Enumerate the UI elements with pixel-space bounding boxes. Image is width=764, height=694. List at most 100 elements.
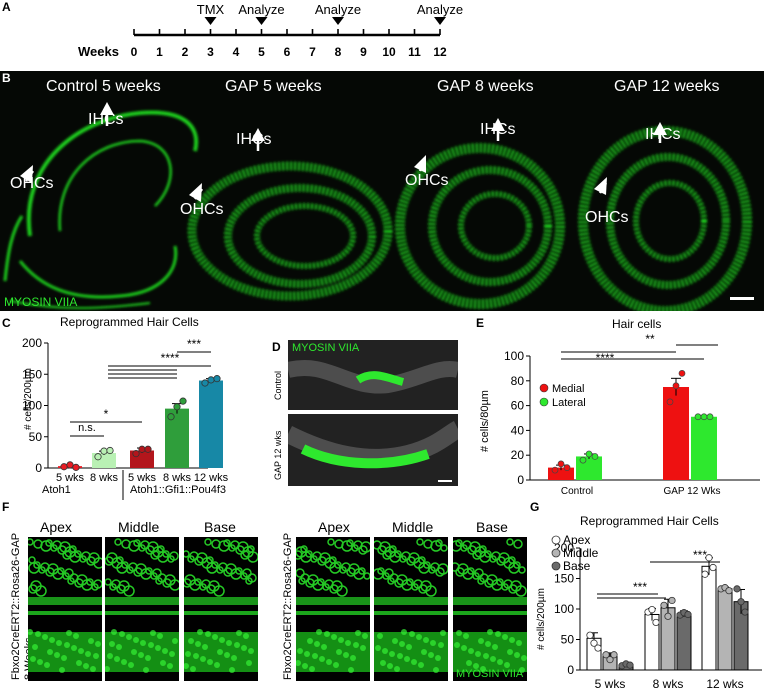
title-gap-8w: GAP 8 weeks xyxy=(437,78,534,95)
data-point xyxy=(701,570,709,578)
y-tick-label: 20 xyxy=(511,448,525,462)
timeline-tick-label: 2 xyxy=(182,45,189,59)
legend-marker xyxy=(551,548,561,558)
data-point xyxy=(132,450,140,458)
col-apex-8w: Apex xyxy=(40,519,72,535)
x-tick-label: 5 wks xyxy=(128,472,157,484)
weeks-label: Weeks xyxy=(78,44,119,59)
timeline-tick-label: 12 xyxy=(433,45,447,59)
timeline-events: TMX Analyze Analyze Analyze xyxy=(197,2,463,25)
data-point xyxy=(725,587,733,595)
data-point xyxy=(591,453,599,460)
data-point xyxy=(626,661,634,669)
y-tick-label: 0 xyxy=(35,461,42,475)
data-point xyxy=(586,631,594,639)
x-tick-label: 12 wks xyxy=(706,677,743,691)
ihc-label-3: IHCs xyxy=(480,121,516,138)
legend-label: Apex xyxy=(563,533,590,547)
data-point xyxy=(167,413,175,421)
cochlea-micrograph: Control 5 weeks GAP 5 weeks GAP 8 weeks … xyxy=(0,71,764,311)
cochlear-tile xyxy=(105,537,179,681)
data-point xyxy=(666,398,674,406)
row-label-gap12: GAP 12 wks xyxy=(273,430,283,480)
bar xyxy=(701,565,717,671)
y-tick-label: 200 xyxy=(22,336,42,350)
cochlear-tile xyxy=(28,537,102,681)
chart-e-title: Hair cells xyxy=(612,317,662,331)
ihc-label-4: IHCs xyxy=(645,126,681,143)
chart-c-group-2: Atoh1::Gfi1::Pou4f3 xyxy=(130,484,227,496)
bar xyxy=(199,380,223,468)
section-control: MYOSIN VIIA xyxy=(288,340,458,410)
event-arrow xyxy=(255,17,268,25)
panel-label-a: A xyxy=(2,0,11,14)
sig-label: *** xyxy=(633,580,647,594)
x-tick-label: 12 wks xyxy=(194,472,229,484)
row-label-control: Control xyxy=(273,370,283,400)
x-tick-label: 8 wks xyxy=(163,472,192,484)
x-tick-label: 5 wks xyxy=(595,677,626,691)
panel-label-g: G xyxy=(530,500,540,514)
data-point xyxy=(694,413,702,421)
scale-bar xyxy=(730,297,754,300)
y-tick-label: 0 xyxy=(567,663,574,677)
data-point xyxy=(672,382,680,390)
bar xyxy=(676,613,692,671)
ohc-label-3: OHCs xyxy=(405,172,449,189)
legend-marker xyxy=(551,561,561,571)
data-point xyxy=(706,413,714,421)
chart-e: 0 20 40 60 80 100 Control GAP 12 Wks Medial Later… xyxy=(504,332,760,497)
chart-c-group-1: Atoh1 xyxy=(42,484,71,496)
data-point xyxy=(700,413,708,421)
sig-label: *** xyxy=(187,337,201,351)
timeline-tick-label: 0 xyxy=(131,45,138,59)
data-point xyxy=(213,375,221,383)
data-point xyxy=(72,463,80,471)
legend-label: Medial xyxy=(552,383,584,395)
legend-label: Middle xyxy=(563,546,599,560)
y-tick-label: 100 xyxy=(554,602,574,616)
y-tick-label: 150 xyxy=(554,572,574,586)
timeline: 0 1 2 3 4 5 6 7 8 9 10 11 12 TMX Analyze Analyze Analyz… xyxy=(131,2,463,59)
data-point xyxy=(705,554,713,562)
cochlear-tile xyxy=(374,537,448,681)
panel-label-c: C xyxy=(2,316,11,330)
data-point xyxy=(737,598,745,606)
event-label: Analyze xyxy=(315,2,361,17)
y-tick-label: 100 xyxy=(504,349,524,363)
data-point xyxy=(660,601,668,609)
event-label: Analyze xyxy=(238,2,284,17)
data-point xyxy=(144,445,152,453)
data-point xyxy=(590,639,598,647)
bar xyxy=(717,588,733,671)
col-base-12w: Base xyxy=(476,519,508,535)
y-tick-label: 50 xyxy=(561,633,575,647)
data-point xyxy=(648,606,656,614)
data-point xyxy=(678,370,686,377)
x-tick-label: GAP 12 Wks xyxy=(663,486,720,497)
y-tick-label: 150 xyxy=(22,367,42,381)
data-point xyxy=(563,464,571,471)
data-point xyxy=(106,446,114,455)
panel-label-b: B xyxy=(2,71,11,85)
y-tick-label: 40 xyxy=(511,423,525,437)
data-point xyxy=(579,456,587,464)
section-gap12 xyxy=(288,414,458,486)
data-point xyxy=(606,656,614,664)
bar xyxy=(691,416,717,480)
event-arrow xyxy=(434,17,446,25)
timeline-tick-label: 4 xyxy=(233,45,240,59)
legend-label: Lateral xyxy=(552,397,586,409)
ihc-label-2: IHCs xyxy=(236,131,272,148)
legend-marker xyxy=(551,535,561,545)
data-point xyxy=(94,453,102,461)
timeline-tick-label: 11 xyxy=(408,45,421,59)
x-tick-label: Control xyxy=(561,486,593,497)
panel-label-f: F xyxy=(2,500,10,514)
timeline-tick-label: 3 xyxy=(207,45,214,59)
data-point xyxy=(664,612,672,620)
timeline-ticks: 0 1 2 3 4 5 6 7 8 9 10 11 12 xyxy=(131,29,447,59)
data-point xyxy=(173,403,181,411)
